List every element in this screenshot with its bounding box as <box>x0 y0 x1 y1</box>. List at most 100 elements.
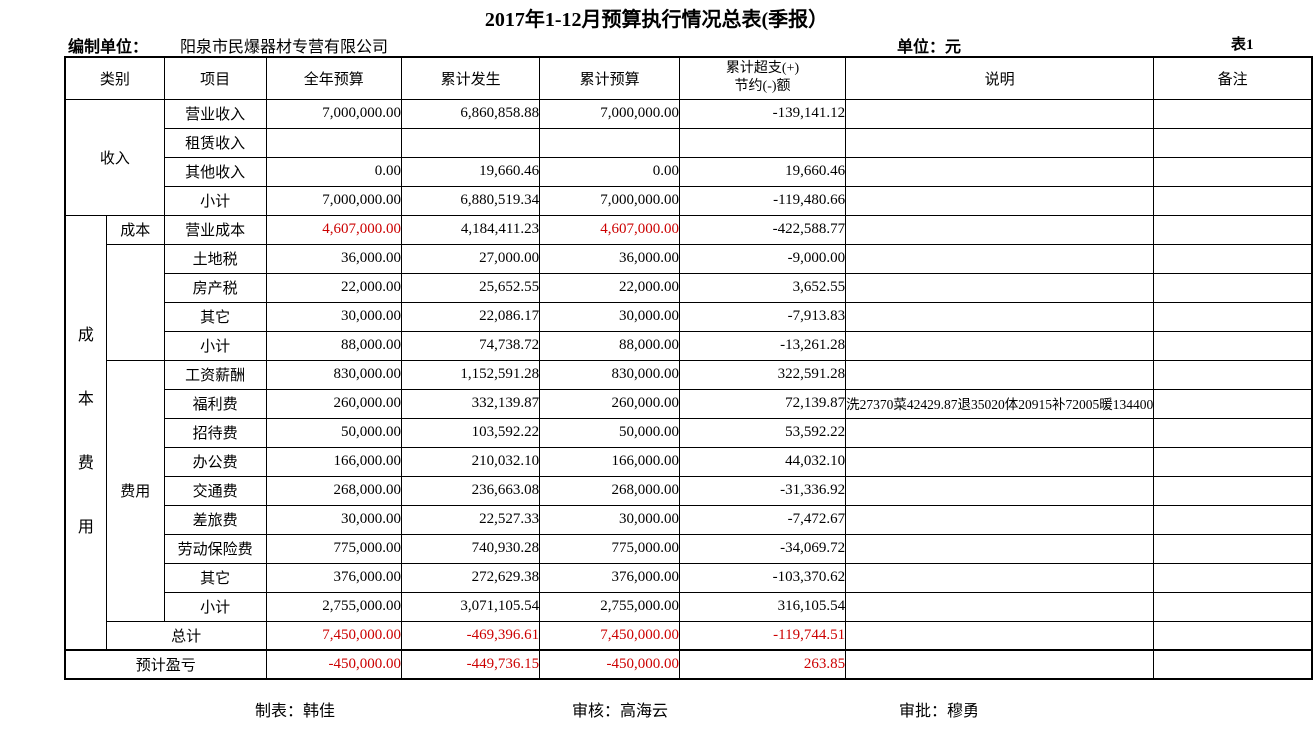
item-cell: 其他收入 <box>163 156 267 187</box>
annual-budget-cell: 376,000.00 <box>265 562 403 593</box>
variance-cell: -7,913.83 <box>679 301 847 332</box>
item-cell: 差旅费 <box>163 504 267 535</box>
item-cell: 小计 <box>163 330 267 361</box>
item-cell: 交通费 <box>163 475 267 506</box>
cumulative-budget-cell: 50,000.00 <box>539 417 681 448</box>
table-row: 土地税 36,000.00 27,000.00 36,000.00 -9,000… <box>65 243 1313 361</box>
explanation-cell <box>845 185 1155 216</box>
remarks-cell <box>1153 156 1313 187</box>
table-row: 其他收入 0.00 19,660.46 0.00 19,660.46 <box>65 156 1313 187</box>
budget-table: 类别 项目 全年预算 累计发生 累计预算 累计超支(+) 节约(-)额 说明 备… <box>64 56 1313 680</box>
vertical-char: 费 <box>77 455 94 473</box>
annual-budget-cell: 268,000.00 <box>265 475 403 506</box>
remarks-cell <box>1153 185 1313 216</box>
item-cell: 福利费 <box>163 388 267 419</box>
item-cell: 房产税 <box>163 272 267 303</box>
annual-budget-cell: 166,000.00 <box>265 446 403 477</box>
table-row: 收入 营业收入 7,000,000.00 6,860,858.88 7,000,… <box>64 98 1313 216</box>
table-row: 交通费 268,000.00 236,663.08 268,000.00 -31… <box>65 475 1313 506</box>
variance-cell: 316,105.54 <box>679 591 847 622</box>
annual-budget-cell: 7,000,000.00 <box>265 185 403 216</box>
item-cell: 招待费 <box>163 417 267 448</box>
item-cell: 其它 <box>163 562 267 593</box>
header-row: 类别 项目 全年预算 累计发生 累计预算 累计超支(+) 节约(-)额 说明 备… <box>64 56 1313 100</box>
table-row: 其它 30,000.00 22,086.17 30,000.00 -7,913.… <box>65 301 1313 332</box>
table-row: 小计 88,000.00 74,738.72 88,000.00 -13,261… <box>65 330 1313 361</box>
preparer-signature: 制表：韩佳 <box>255 703 336 720</box>
table-row: 办公费 166,000.00 210,032.10 166,000.00 44,… <box>65 446 1313 477</box>
explanation-cell <box>845 301 1155 332</box>
cumulative-actual-cell: 19,660.46 <box>401 156 541 187</box>
header-cumulative-actual: 累计发生 <box>401 56 541 100</box>
item-cell-total: 总计 <box>105 620 267 651</box>
explanation-cell <box>845 591 1155 622</box>
annual-budget-cell: 88,000.00 <box>265 330 403 361</box>
remarks-cell <box>1153 359 1313 390</box>
variance-cell: 3,652.55 <box>679 272 847 303</box>
cumulative-budget-cell: 376,000.00 <box>539 562 681 593</box>
cumulative-actual-cell: 103,592.22 <box>401 417 541 448</box>
table-row: 小计 7,000,000.00 6,880,519.34 7,000,000.0… <box>65 185 1313 216</box>
page-title: 2017年1-12月预算执行情况总表(季报） <box>484 9 829 31</box>
remarks-cell <box>1153 417 1313 448</box>
explanation-cell <box>845 98 1155 129</box>
item-cell: 营业成本 <box>163 214 267 245</box>
variance-cell: 44,032.10 <box>679 446 847 477</box>
variance-cell: -31,336.92 <box>679 475 847 506</box>
reviewer-signature: 审核：高海云 <box>572 703 669 720</box>
cumulative-actual-cell: 22,527.33 <box>401 504 541 535</box>
variance-cell: 72,139.87 <box>679 388 847 419</box>
cumulative-budget-cell: 22,000.00 <box>539 272 681 303</box>
prepared-by-label: 编制单位： <box>68 39 149 56</box>
explanation-cell <box>845 243 1155 274</box>
remarks-cell <box>1153 591 1313 622</box>
variance-cell: 19,660.46 <box>679 156 847 187</box>
item-cell: 小计 <box>163 591 267 622</box>
cumulative-actual-cell: 272,629.38 <box>401 562 541 593</box>
cumulative-budget-cell: 260,000.00 <box>539 388 681 419</box>
explanation-text: 洗27370菜42429.87退35020体20915补72005暖134400 <box>846 397 1154 412</box>
cumulative-budget-cell: 166,000.00 <box>539 446 681 477</box>
cumulative-budget-cell: 7,450,000.00 <box>539 620 681 651</box>
header-item: 项目 <box>163 56 267 100</box>
table-row: 劳动保险费 775,000.00 740,930.28 775,000.00 -… <box>65 533 1313 564</box>
explanation-cell <box>845 620 1155 651</box>
cumulative-actual-cell: 4,184,411.23 <box>401 214 541 245</box>
explanation-cell <box>845 359 1155 390</box>
cumulative-budget-cell: 30,000.00 <box>539 301 681 332</box>
unit-label: 单位：元 <box>897 39 962 56</box>
annual-budget-cell: 30,000.00 <box>265 301 403 332</box>
variance-cell: -9,000.00 <box>679 243 847 274</box>
annual-budget-cell: 830,000.00 <box>265 359 403 390</box>
cumulative-actual-cell: 1,152,591.28 <box>401 359 541 390</box>
variance-cell: -139,141.12 <box>679 98 847 129</box>
annual-budget-cell: 4,607,000.00 <box>265 214 403 245</box>
table-row-total: 总计 7,450,000.00 -469,396.61 7,450,000.00… <box>65 620 1313 651</box>
annual-budget-cell: 7,000,000.00 <box>265 98 403 129</box>
item-cell: 土地税 <box>163 243 267 274</box>
item-cell: 租赁收入 <box>163 127 267 158</box>
explanation-cell <box>845 504 1155 535</box>
explanation-cell <box>845 649 1155 680</box>
cumulative-actual-cell: 22,086.17 <box>401 301 541 332</box>
remarks-cell <box>1153 98 1313 129</box>
annual-budget-cell: -450,000.00 <box>265 649 403 680</box>
explanation-cell <box>845 562 1155 593</box>
cumulative-budget-cell: 7,000,000.00 <box>539 98 681 129</box>
vertical-char: 成 <box>77 327 94 345</box>
remarks-cell <box>1153 446 1313 477</box>
header-cumulative-budget: 累计预算 <box>539 56 681 100</box>
remarks-cell <box>1153 475 1313 506</box>
vertical-char: 本 <box>77 391 94 409</box>
annual-budget-cell: 2,755,000.00 <box>265 591 403 622</box>
cumulative-actual-cell: 210,032.10 <box>401 446 541 477</box>
explanation-cell: 洗27370菜42429.87退35020体20915补72005暖134400 <box>845 388 1155 419</box>
variance-cell: 263.85 <box>679 649 847 680</box>
explanation-cell <box>845 417 1155 448</box>
cumulative-actual-cell: 740,930.28 <box>401 533 541 564</box>
cumulative-budget-cell: 0.00 <box>539 156 681 187</box>
group-cell-income: 收入 <box>64 98 165 216</box>
cumulative-budget-cell: 30,000.00 <box>539 504 681 535</box>
cumulative-actual-cell: -449,736.15 <box>401 649 541 680</box>
